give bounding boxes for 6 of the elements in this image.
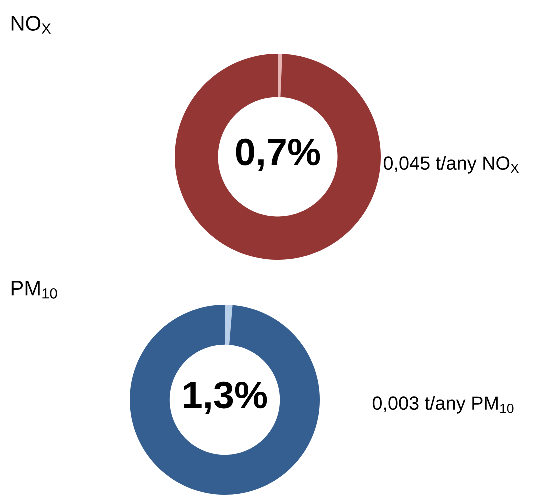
text: 0,045 t/any NO$_{X}$: [384, 156, 520, 174]
text: 1,3%: [184, 382, 268, 414]
chart-title: PM$_{10}$: [12, 281, 58, 299]
text: 0,7%: [236, 138, 320, 172]
text: 0,003 t/any PM$_{10}$: [372, 396, 514, 414]
chart-title: NO$_{X}$: [12, 16, 52, 34]
